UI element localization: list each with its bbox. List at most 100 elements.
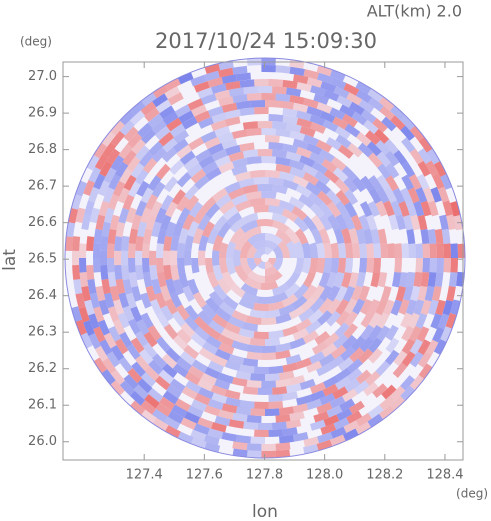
field-cell bbox=[302, 284, 317, 301]
field-cell bbox=[417, 285, 428, 302]
field-cell bbox=[78, 306, 90, 323]
field-cell bbox=[247, 258, 258, 271]
field-cell bbox=[205, 167, 222, 181]
field-cell bbox=[389, 105, 406, 121]
field-cell bbox=[288, 306, 306, 320]
field-cell bbox=[379, 105, 395, 121]
field-cell bbox=[211, 354, 228, 367]
field-cell bbox=[145, 214, 157, 231]
field-cell bbox=[214, 89, 231, 101]
field-cell bbox=[232, 157, 248, 169]
field-cell bbox=[93, 142, 108, 159]
field-cell bbox=[197, 417, 214, 429]
field-cell bbox=[245, 191, 262, 201]
field-cell bbox=[183, 344, 200, 360]
field-cell bbox=[409, 174, 422, 191]
field-cell bbox=[151, 221, 162, 238]
field-cell bbox=[424, 285, 435, 302]
field-cell bbox=[101, 131, 116, 147]
field-cell bbox=[282, 115, 299, 125]
field-cell bbox=[245, 315, 262, 325]
field-cell bbox=[142, 271, 153, 288]
field-cell bbox=[131, 361, 146, 378]
field-cell bbox=[171, 310, 186, 327]
field-cell bbox=[93, 357, 108, 374]
field-cell bbox=[66, 222, 76, 238]
field-cell bbox=[187, 162, 203, 178]
field-cell bbox=[135, 145, 150, 161]
field-cell bbox=[272, 258, 283, 271]
field-cell bbox=[200, 130, 217, 144]
field-cell bbox=[341, 113, 358, 128]
field-cell bbox=[366, 258, 374, 273]
field-cell bbox=[161, 353, 178, 369]
field-cell bbox=[430, 313, 442, 330]
field-cell bbox=[409, 325, 422, 342]
field-cell bbox=[119, 120, 135, 136]
field-cell bbox=[164, 86, 181, 100]
field-cell bbox=[401, 161, 416, 178]
field-cell bbox=[213, 215, 228, 232]
field-cell bbox=[100, 264, 109, 280]
field-cell bbox=[353, 380, 370, 395]
field-cell bbox=[187, 405, 204, 418]
field-cell bbox=[214, 415, 231, 427]
field-cell bbox=[336, 408, 353, 421]
field-cell bbox=[261, 127, 277, 136]
field-cell bbox=[379, 96, 395, 111]
field-cell bbox=[156, 258, 164, 273]
field-cell bbox=[218, 96, 234, 107]
field-cell bbox=[198, 347, 215, 361]
field-cell bbox=[367, 413, 384, 428]
field-cell bbox=[278, 200, 295, 213]
field-cell bbox=[342, 285, 356, 303]
field-cell bbox=[306, 398, 323, 410]
field-cell bbox=[285, 419, 302, 429]
field-cell bbox=[409, 374, 425, 391]
field-cell bbox=[194, 393, 211, 406]
field-cell bbox=[302, 215, 317, 232]
field-cell bbox=[231, 376, 248, 387]
x-axis-title: lon bbox=[252, 502, 278, 521]
field-cell bbox=[142, 243, 150, 258]
field-cell bbox=[360, 311, 374, 328]
field-cell bbox=[278, 370, 295, 381]
field-cell bbox=[178, 227, 189, 244]
field-cell bbox=[88, 333, 102, 350]
field-cell bbox=[303, 134, 320, 147]
field-cell bbox=[163, 250, 171, 266]
field-cell bbox=[275, 93, 291, 102]
field-cell bbox=[238, 177, 255, 189]
field-cell bbox=[119, 380, 135, 396]
field-cell bbox=[268, 400, 284, 409]
field-cell bbox=[399, 272, 409, 288]
field-cell bbox=[343, 323, 358, 339]
field-cell bbox=[257, 86, 273, 94]
field-cell bbox=[147, 325, 162, 341]
field-cell bbox=[279, 171, 296, 182]
field-cell bbox=[436, 243, 444, 258]
field-cell bbox=[268, 393, 284, 402]
field-cell bbox=[224, 360, 241, 372]
field-cell bbox=[94, 154, 109, 171]
field-cell bbox=[250, 408, 265, 416]
field-cell bbox=[193, 316, 210, 332]
field-cell bbox=[169, 159, 185, 175]
radar-field bbox=[64, 57, 466, 459]
field-cell bbox=[165, 298, 178, 315]
field-cell bbox=[218, 342, 235, 355]
field-cell bbox=[366, 214, 378, 231]
field-cell bbox=[376, 325, 391, 342]
field-cell bbox=[432, 326, 445, 343]
field-cell bbox=[98, 299, 110, 316]
field-cell bbox=[382, 299, 395, 316]
field-cell bbox=[197, 378, 214, 392]
field-cell bbox=[242, 321, 258, 332]
field-cell bbox=[333, 417, 350, 430]
field-cell bbox=[204, 441, 221, 453]
field-cell bbox=[380, 243, 388, 258]
field-cell bbox=[93, 228, 103, 245]
field-cell bbox=[242, 357, 259, 367]
field-cell bbox=[203, 70, 220, 82]
field-cell bbox=[215, 193, 232, 209]
